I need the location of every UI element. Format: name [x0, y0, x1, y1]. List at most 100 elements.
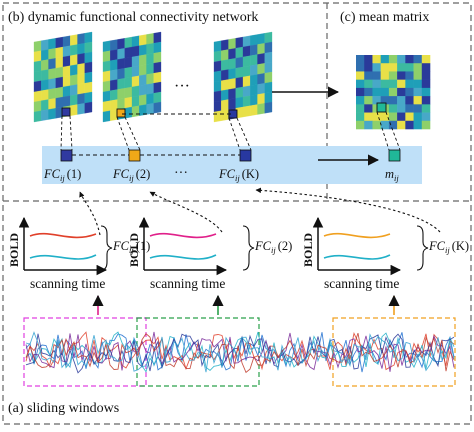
matrix-cell — [102, 100, 111, 113]
matrix-cell — [257, 43, 265, 55]
matrix-cell — [77, 73, 85, 85]
matrix-cell — [139, 84, 147, 96]
mean-matrix-cell — [388, 63, 398, 72]
mean-matrix-cell — [380, 120, 390, 130]
matrix-cell — [250, 44, 258, 56]
matrix-cell — [250, 64, 258, 76]
panel-title-sliding: (a) sliding windows — [8, 401, 119, 416]
matrix-cell — [41, 39, 49, 51]
fck-square — [239, 149, 252, 162]
matrix-cell — [257, 83, 265, 95]
matrix-cell — [77, 103, 85, 115]
connector-line — [376, 111, 390, 151]
outer-panel-border — [2, 2, 472, 425]
panel-title-mean: (c) mean matrix — [340, 10, 429, 25]
matrix-cell — [117, 98, 125, 110]
matrix-cell — [124, 56, 133, 69]
mean-matrix-cell — [405, 63, 414, 72]
window-plot-3: BOLD scanning time FCij (K) — [301, 216, 469, 291]
matrix-cell — [257, 93, 265, 105]
matrix-cell — [153, 101, 162, 114]
bold-curve-cyan — [149, 254, 217, 260]
mean-matrix-cell — [356, 96, 365, 105]
matrix-cell — [257, 103, 265, 115]
matrix-cell — [257, 73, 265, 85]
matrix-cell — [242, 35, 251, 48]
matrix-cell — [33, 110, 42, 123]
matrix-cell — [102, 40, 111, 53]
mean-matrix-cell — [413, 112, 423, 122]
mean-matrix-cell — [405, 104, 414, 113]
connector-line — [60, 115, 63, 151]
mean-matrix-cell — [405, 96, 414, 105]
matrix-cell — [55, 46, 64, 59]
matrix-cell — [77, 83, 85, 95]
matrix-cell — [110, 39, 118, 51]
matrix-cell — [55, 36, 64, 49]
matrix-cell — [264, 71, 273, 84]
matrix-cell — [110, 99, 118, 111]
matrix-cell — [131, 105, 140, 118]
mean-matrix-cell — [421, 104, 431, 113]
matrix-cell — [55, 86, 64, 99]
matrix-cell — [235, 86, 244, 99]
matrix-cell — [41, 49, 49, 61]
matrix-cell — [117, 78, 125, 90]
bold-time-series — [25, 331, 455, 374]
mean-selected-cell — [376, 102, 387, 113]
brace — [242, 225, 255, 271]
matrix-cell — [84, 71, 93, 84]
window-fc-label: FCij (2) — [254, 239, 292, 255]
matrix-cell — [110, 49, 118, 61]
mean-matrix-cell — [397, 87, 406, 97]
mean-matrix-cell — [364, 63, 373, 72]
mean-matrix-cell — [413, 104, 423, 113]
matrix-cell — [48, 98, 56, 110]
mean-matrix-cell — [421, 79, 431, 89]
connector-line — [124, 116, 141, 151]
matrix-cell — [48, 78, 56, 90]
matrix-cell — [146, 103, 154, 115]
mean-matrix-cell — [356, 55, 365, 64]
matrix-cell — [153, 41, 162, 54]
mean-square — [388, 149, 401, 162]
mean-matrix-cell — [364, 55, 373, 64]
matrix-cell — [41, 99, 49, 111]
matrix-cell — [55, 56, 64, 69]
mean-matrix-cell — [372, 112, 381, 122]
bold-signal-line — [25, 332, 455, 374]
matrix-cell — [48, 48, 56, 60]
matrix-cell — [146, 53, 154, 65]
matrix-cell — [235, 76, 244, 89]
matrix-cell — [139, 34, 147, 46]
selected-cell-fc1 — [61, 107, 71, 117]
matrix-cell — [117, 88, 125, 100]
matrix-cell — [84, 31, 93, 44]
mean-matrix-cell — [356, 104, 365, 113]
matrix-cell — [41, 109, 49, 121]
matrix-cell — [153, 71, 162, 84]
matrix-cell — [139, 64, 147, 76]
window-fc-label: FCij (1) — [112, 239, 150, 255]
matrix-cell — [84, 51, 93, 64]
matrix-cell — [77, 93, 85, 105]
matrix-cell — [110, 109, 118, 121]
matrix-cell — [213, 110, 222, 123]
y-axis-label: BOLD — [7, 233, 21, 267]
matrix-cell — [33, 60, 42, 73]
mean-matrix-cell — [405, 71, 414, 80]
matrix-cell — [77, 63, 85, 75]
mean-matrix-cell — [397, 120, 406, 130]
mean-matrix-cell — [380, 63, 390, 72]
mean-matrix-cell — [413, 63, 423, 72]
matrix-cell — [70, 44, 78, 56]
matrix-cell — [84, 101, 93, 114]
matrix-cell — [55, 96, 64, 109]
matrix-cell — [242, 75, 251, 88]
matrix-cell — [221, 99, 229, 111]
matrix-cell — [228, 58, 236, 70]
matrix-cell — [102, 50, 111, 63]
matrix-cell — [77, 43, 85, 55]
